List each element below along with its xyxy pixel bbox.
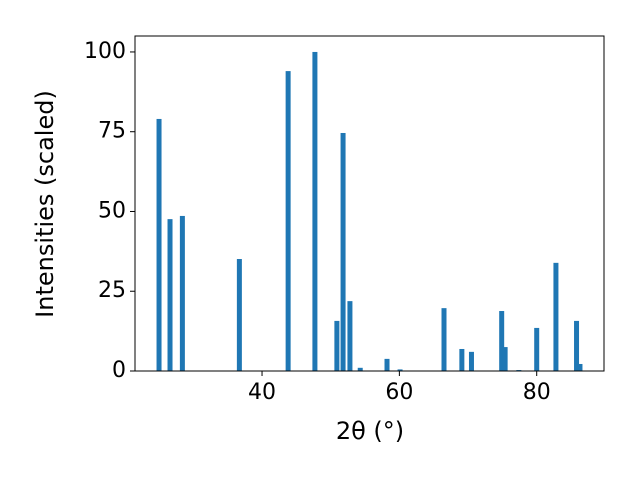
bar [156,118,162,371]
bar [384,358,390,371]
bar [468,351,474,371]
bar [441,308,447,371]
x-tick-label: 40 [248,380,276,405]
bar [397,369,403,371]
y-tick-label: 50 [98,198,126,223]
bar [236,259,242,371]
bar [357,367,363,371]
x-axis-label: 2θ (°) [336,417,404,445]
bar [577,363,583,371]
bar [285,71,291,371]
bar [499,311,505,371]
bar [334,320,340,371]
y-tick-label: 75 [98,119,126,144]
bar [553,262,559,371]
x-tick-label: 60 [385,380,413,405]
bar [459,348,465,371]
bar [347,301,353,371]
x-tick-label: 80 [523,380,551,405]
bar [502,347,508,371]
bar [312,51,318,371]
y-tick-label: 100 [84,39,126,64]
bar [340,132,346,371]
bar [534,327,540,371]
bar [574,320,580,371]
bar [167,219,173,371]
plot-frame [134,35,605,372]
y-axis-label: Intensities (scaled) [31,90,59,318]
bar [179,215,185,371]
y-tick-label: 0 [112,358,126,383]
y-tick-label: 25 [98,278,126,303]
